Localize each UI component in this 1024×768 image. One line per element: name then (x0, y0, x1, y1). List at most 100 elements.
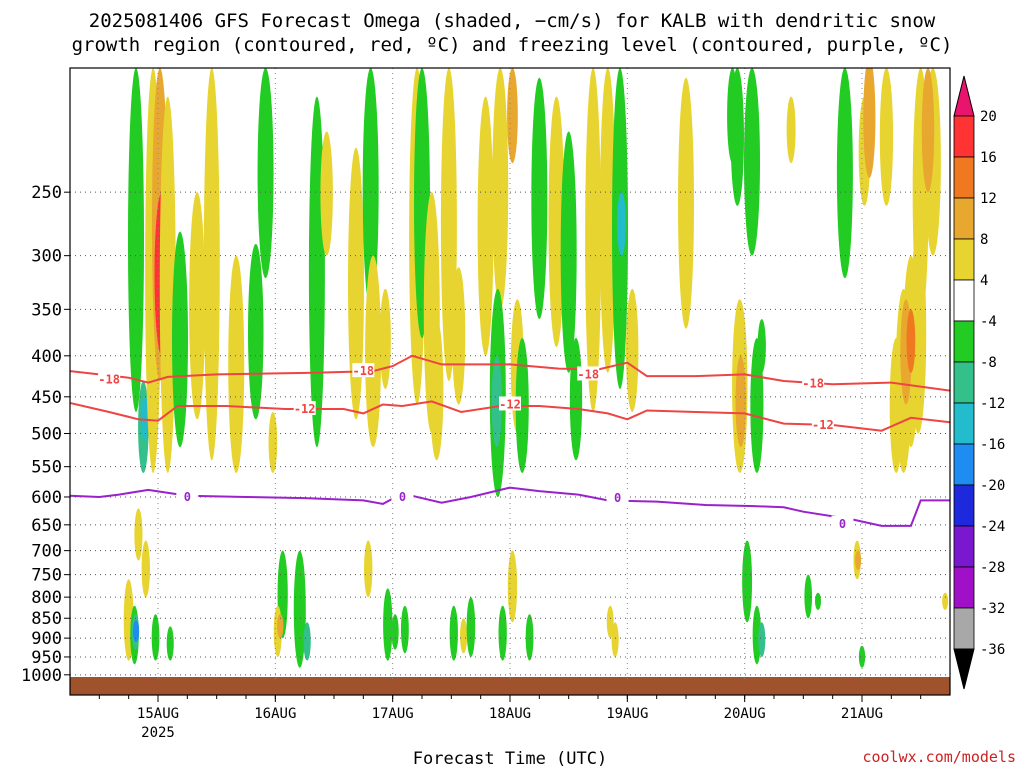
y-tick-label: 950 (31, 648, 62, 668)
chart-title-line-1: 2025081406 GFS Forecast Omega (shaded, −… (89, 10, 936, 32)
shading-cell (836, 68, 853, 279)
shading-cell (140, 396, 149, 441)
shading-cell (548, 96, 565, 347)
colorbar-swatch (953, 566, 975, 609)
shading-cell (277, 614, 284, 639)
shading-cell (786, 96, 796, 164)
shading-cell (452, 267, 466, 405)
colorbar-tick-label: -12 (980, 396, 1005, 412)
shading-cell (172, 231, 188, 448)
contour-label-bg (98, 371, 121, 386)
x-tick-label: 15AUG (137, 706, 179, 722)
shading-cell (491, 355, 503, 448)
shading-cell (449, 605, 458, 661)
y-tick-label: 800 (31, 588, 62, 608)
shading-cell (678, 77, 694, 329)
colorbar-tick-label: -20 (980, 478, 1005, 494)
y-tick-label: 1000 (21, 666, 62, 686)
shading-cell (611, 622, 619, 657)
contour-line (70, 354, 950, 392)
shading-cell (921, 68, 935, 193)
shading-cell (942, 592, 949, 610)
shading-cell (750, 337, 764, 473)
y-tick-label: 450 (31, 388, 62, 408)
contour-label-bg (802, 375, 825, 390)
y-axis: 2503003504004505005506006507007508008509… (21, 183, 70, 686)
shading-cell (248, 243, 264, 420)
shading-cell (429, 319, 444, 461)
y-tick-label: 300 (31, 247, 62, 267)
shading-cell (606, 605, 614, 639)
colorbar-tick-label: 8 (980, 232, 988, 248)
contour-label-bg (577, 366, 600, 381)
x-tick-label: 18AUG (489, 706, 531, 722)
colorbar-swatch (953, 361, 975, 404)
shading-cell (228, 255, 245, 473)
y-tick-label: 250 (31, 183, 62, 203)
shading-cell (128, 68, 144, 412)
colorbar-swatch (953, 525, 975, 568)
contour-label-bg (352, 363, 375, 378)
shading-cell (585, 68, 602, 412)
contour-label: -18 (577, 367, 599, 381)
y-tick-label: 600 (31, 488, 62, 508)
shading-cell (626, 288, 639, 412)
y-tick-label: 550 (31, 458, 62, 478)
shading-cell (477, 96, 494, 356)
shading-cell (383, 588, 393, 661)
shading-cell (742, 540, 753, 623)
shading-cell (189, 192, 206, 420)
shading-cell (744, 68, 760, 256)
contour-label: -12 (499, 397, 521, 411)
y-tick-label: 850 (31, 609, 62, 629)
shading-cell (758, 622, 766, 657)
y-tick-label: 400 (31, 347, 62, 367)
shading-cell (166, 626, 174, 661)
shading-cell (348, 147, 364, 420)
contour-label: 0 (614, 491, 621, 505)
colorbar-swatch (953, 156, 975, 199)
contour-lines: -18 -18 -18 -18 -12 -12 -12 0 0 0 0 (70, 354, 950, 531)
shading-cell (599, 68, 616, 373)
colorbar-tick-label: -16 (980, 437, 1005, 453)
ground-strip (70, 677, 950, 695)
colorbar-tick-label: -4 (980, 314, 997, 330)
chart-title-line-2: growth region (contoured, red, ºC) and f… (72, 34, 953, 56)
colorbar-tick-label: -8 (980, 355, 997, 371)
contour-label-bg (176, 488, 199, 503)
contour-label-bg (831, 515, 854, 530)
shading-cell (525, 614, 534, 661)
contour-label-bg (606, 490, 629, 505)
shading-cell (293, 550, 306, 668)
colorbar-swatch (953, 197, 975, 240)
contour-label: -12 (812, 418, 834, 432)
colorbar-tick-label: 12 (980, 191, 997, 207)
contour-label: 0 (399, 490, 406, 504)
x-axis: 15AUG 2025 16AUG 17AUG 18AUG 19AUG 20AUG 21AUG (98, 695, 922, 741)
x-tick-label: 19AUG (606, 706, 648, 722)
shading-cell (617, 192, 626, 256)
shading-cell (364, 540, 373, 598)
y-tick-label: 650 (31, 516, 62, 536)
shading-cell (906, 309, 916, 373)
colorbar: 20 16 12 8 4 -4 -8 -12 -16 -20 -24 -28 -32 -36 (953, 75, 1005, 690)
contour-label-bg (811, 417, 834, 432)
shading-cell (879, 68, 894, 206)
shading-cell (134, 508, 143, 561)
shading-cell (507, 68, 518, 164)
shading-cell (141, 540, 150, 598)
colorbar-top-arrow (953, 75, 975, 117)
x-tick-sublabel: 2025 (141, 725, 175, 741)
contour-label: -18 (802, 376, 824, 390)
x-tick-label: 17AUG (372, 706, 414, 722)
colorbar-tick-label: -24 (980, 519, 1005, 535)
shading-cell (855, 550, 862, 570)
x-tick-label: 20AUG (724, 706, 766, 722)
shading-cell (804, 574, 813, 619)
x-tick-label: 21AUG (841, 706, 883, 722)
shading-cell (863, 68, 876, 178)
shading-cell (757, 319, 766, 373)
contour-label-bg (499, 396, 521, 411)
y-tick-label: 500 (31, 424, 62, 444)
